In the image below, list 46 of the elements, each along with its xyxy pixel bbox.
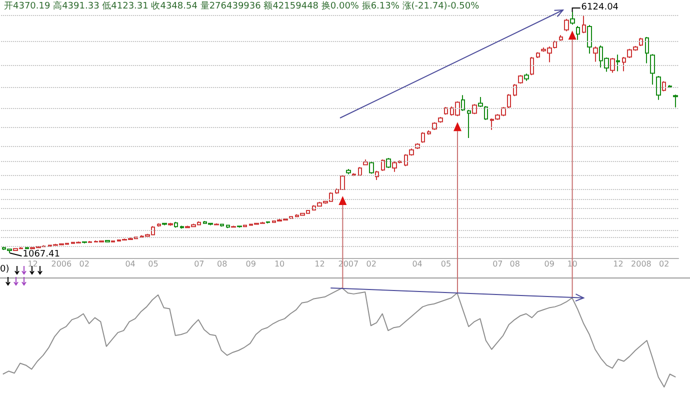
- x-tick-label: 12: [314, 260, 325, 268]
- x-tick-label: 05: [440, 260, 452, 268]
- candlestick: [432, 122, 437, 130]
- candlestick: [484, 106, 488, 120]
- x-tick-label: 2006: [51, 260, 72, 268]
- x-tick-label: 08: [217, 260, 228, 268]
- candlestick: [645, 36, 649, 64]
- candlestick: [346, 168, 351, 175]
- candlestick: [427, 130, 431, 136]
- candlestick: [444, 106, 448, 116]
- candlestick: [352, 172, 356, 177]
- candlestick: [536, 52, 540, 58]
- candlestick: [358, 166, 362, 176]
- candlestick: [576, 26, 580, 40]
- x-tick-label: 10: [274, 260, 285, 268]
- candlestick: [507, 94, 511, 108]
- candlestick: [421, 132, 425, 144]
- candlestick: [559, 34, 563, 42]
- x-tick-label: 02: [79, 260, 90, 268]
- candlestick: [415, 142, 420, 150]
- x-tick-label: 02: [366, 260, 376, 268]
- annotation: 1067.41: [22, 250, 60, 260]
- text: 0): [0, 264, 10, 274]
- candlestick: [530, 56, 534, 76]
- candlestick: [622, 56, 626, 72]
- chart-title: 开4370.19 高4391.33 低4123.31 收4348.54 量276439936 额42159448 换0.00% 振6.13% 涨(-21.74)-0.50%: [4, 0, 480, 12]
- annotation: 6124.04: [581, 2, 619, 12]
- candlestick: [673, 94, 678, 108]
- x-tick-label: 09: [246, 260, 256, 268]
- x-tick-label: 12: [28, 260, 38, 268]
- candlestick: [650, 54, 655, 86]
- candlestick: [668, 84, 672, 88]
- x-tick-label: 12: [613, 260, 624, 268]
- candlestick: [438, 116, 443, 124]
- x-tick-label: 05: [148, 260, 158, 268]
- candlestick: [513, 84, 517, 97]
- candlestick: [639, 37, 643, 47]
- x-tick-label: 04: [412, 260, 422, 268]
- x-tick-label: 2008: [631, 260, 652, 268]
- x-tick-label: 07: [194, 260, 204, 268]
- x-tick-label: 08: [510, 260, 520, 268]
- x-tick-label: 02: [659, 260, 670, 268]
- x-tick-label: 04: [125, 260, 136, 268]
- x-tick-label: 09: [544, 260, 554, 268]
- x-tick-label: 07: [492, 260, 503, 268]
- candlestick: [289, 216, 293, 220]
